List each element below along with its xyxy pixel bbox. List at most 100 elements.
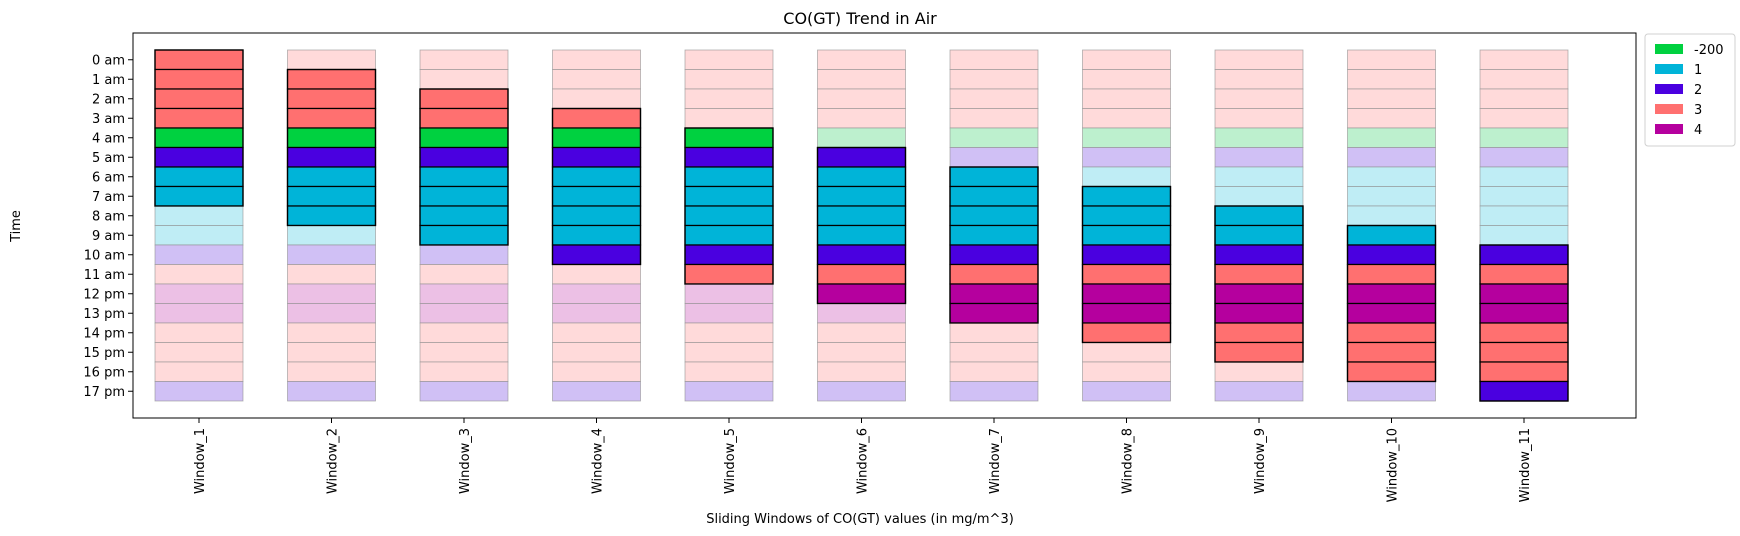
cell-outside-window <box>552 361 641 382</box>
cell-in-window <box>1479 361 1569 383</box>
cell-outside-window <box>817 361 906 382</box>
cell-in-window <box>1346 224 1437 246</box>
cell-in-window <box>1479 322 1569 344</box>
cell-outside-window <box>1479 186 1569 207</box>
cell-outside-window <box>154 205 244 226</box>
cell-in-window <box>419 146 509 168</box>
cell-in-window <box>551 185 642 207</box>
cell-in-window <box>154 185 244 207</box>
window-outline <box>1479 244 1569 402</box>
window-outline <box>684 127 774 285</box>
cell-in-window <box>816 263 907 285</box>
cell-outside-window <box>684 342 774 363</box>
y-tick-label: 7 am <box>92 190 125 205</box>
cell-outside-window <box>287 381 376 402</box>
cell-in-window <box>1214 341 1304 363</box>
cell-in-window <box>684 185 774 207</box>
cell-outside-window <box>817 322 906 343</box>
cell-outside-window <box>1082 108 1171 129</box>
cell-in-window <box>551 244 642 266</box>
window-outline <box>949 166 1039 324</box>
cell-outside-window <box>287 322 376 343</box>
cell-in-window <box>949 166 1039 188</box>
window-outline <box>551 107 642 266</box>
x-tick-label: Window_10 <box>1386 428 1401 502</box>
cell-outside-window <box>684 381 774 402</box>
cell-in-window <box>551 224 642 246</box>
y-tick-label: 17 pm <box>83 385 125 400</box>
x-tick-label: Window_3 <box>458 428 473 494</box>
cell-outside-window <box>1082 381 1171 402</box>
cell-outside-window <box>949 88 1039 109</box>
cell-in-window <box>286 107 377 129</box>
cell-outside-window <box>1347 49 1436 70</box>
cell-outside-window <box>1347 186 1436 207</box>
cell-outside-window <box>1479 225 1569 246</box>
cell-outside-window <box>684 322 774 343</box>
cell-outside-window <box>1214 127 1304 148</box>
cell-outside-window <box>817 49 906 70</box>
cell-in-window <box>949 263 1039 285</box>
cell-outside-window <box>1082 127 1171 148</box>
legend-label: 4 <box>1694 123 1702 138</box>
y-axis-label: Time <box>9 210 24 243</box>
cell-outside-window <box>287 361 376 382</box>
cell-outside-window <box>1347 127 1436 148</box>
cell-in-window <box>551 166 642 188</box>
cell-outside-window <box>154 322 244 343</box>
cell-in-window <box>419 127 509 149</box>
y-tick-label: 2 am <box>92 92 125 107</box>
legend-swatch <box>1655 44 1683 54</box>
cell-outside-window <box>1347 69 1436 90</box>
cell-outside-window <box>287 225 376 246</box>
x-tick-label: Window_4 <box>591 428 606 494</box>
cell-outside-window <box>684 49 774 70</box>
cell-outside-window <box>949 49 1039 70</box>
cell-in-window <box>1081 263 1172 285</box>
cell-in-window <box>816 244 907 266</box>
cell-outside-window <box>1479 127 1569 148</box>
cell-in-window <box>419 185 509 207</box>
cell-outside-window <box>419 322 509 343</box>
cell-outside-window <box>552 283 641 304</box>
cell-in-window <box>154 49 244 71</box>
cell-in-window <box>1479 341 1569 363</box>
legend-label: 1 <box>1694 63 1702 78</box>
cell-outside-window <box>684 361 774 382</box>
cell-in-window <box>816 166 907 188</box>
cell-outside-window <box>154 361 244 382</box>
cell-outside-window <box>684 69 774 90</box>
cell-in-window <box>551 107 642 129</box>
cell-outside-window <box>949 381 1039 402</box>
cell-in-window <box>816 146 907 168</box>
y-tick-label: 5 am <box>92 151 125 166</box>
cell-outside-window <box>1479 147 1569 168</box>
y-tick-label: 0 am <box>92 53 125 68</box>
cell-in-window <box>1346 283 1437 305</box>
cell-outside-window <box>419 361 509 382</box>
cell-outside-window <box>817 108 906 129</box>
cell-outside-window <box>1479 69 1569 90</box>
cell-outside-window <box>1479 205 1569 226</box>
cell-in-window <box>1214 205 1304 227</box>
cell-outside-window <box>1082 88 1171 109</box>
y-tick-label: 10 am <box>84 248 125 263</box>
cell-outside-window <box>1214 166 1304 187</box>
y-tick-label: 1 am <box>92 73 125 88</box>
cell-in-window <box>816 283 907 305</box>
cell-in-window <box>154 146 244 168</box>
cell-in-window <box>1479 283 1569 305</box>
cell-outside-window <box>1214 381 1304 402</box>
cell-outside-window <box>1214 69 1304 90</box>
y-tick-label: 3 am <box>92 112 125 127</box>
cell-in-window <box>949 224 1039 246</box>
cell-outside-window <box>419 303 509 324</box>
cell-outside-window <box>1082 69 1171 90</box>
cell-outside-window <box>1479 88 1569 109</box>
cell-in-window <box>419 88 509 110</box>
y-tick-label: 15 pm <box>83 346 125 361</box>
cell-outside-window <box>817 342 906 363</box>
cell-outside-window <box>552 49 641 70</box>
legend-swatch <box>1655 64 1683 74</box>
cell-in-window <box>419 166 509 188</box>
